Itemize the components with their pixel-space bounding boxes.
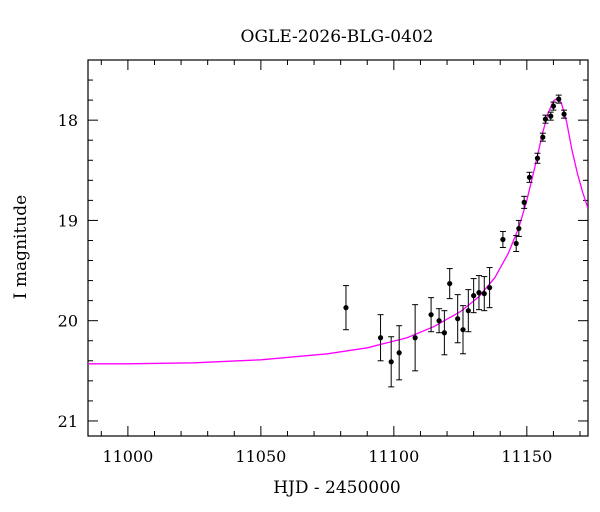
y-tick-label: 19 xyxy=(58,211,78,230)
data-point xyxy=(521,199,527,205)
data-point xyxy=(542,116,549,122)
y-tick-label: 18 xyxy=(58,111,78,130)
data-point xyxy=(540,134,546,140)
data-point xyxy=(550,103,557,109)
x-tick-label: 11000 xyxy=(102,447,153,466)
data-point xyxy=(388,359,394,365)
x-tick-label: 11150 xyxy=(501,447,552,466)
plot-frame xyxy=(87,59,589,437)
data-point xyxy=(436,318,442,324)
x-tick-label: 11050 xyxy=(235,447,286,466)
data-point xyxy=(412,335,418,341)
data-point xyxy=(343,305,349,311)
data-point xyxy=(471,293,477,299)
data-point xyxy=(455,316,461,322)
y-tick-label: 20 xyxy=(58,312,78,331)
data-point xyxy=(561,111,567,117)
data-point xyxy=(534,155,541,161)
data-point xyxy=(460,327,466,333)
data-point xyxy=(513,240,519,247)
data-point xyxy=(465,308,471,314)
data-point xyxy=(396,350,402,356)
chart-title: OGLE-2026-BLG-0402 xyxy=(241,27,434,47)
data-point xyxy=(481,291,487,297)
data-point xyxy=(476,290,482,296)
model-curve xyxy=(88,97,588,365)
data-point xyxy=(486,285,493,291)
x-axis-label: HJD - 2450000 xyxy=(273,478,401,498)
data-point xyxy=(526,174,533,180)
y-axis-label: I magnitude xyxy=(11,195,31,299)
data-point xyxy=(441,330,447,336)
data-point xyxy=(556,96,562,102)
x-tick-label: 11100 xyxy=(368,447,419,466)
data-point xyxy=(516,225,522,232)
data-point xyxy=(447,280,453,287)
data-point xyxy=(500,236,506,243)
data-point xyxy=(428,312,434,318)
plot-area: 11000 11050 11100 11150 18 19 20 21 xyxy=(58,59,589,466)
data-point xyxy=(377,335,384,341)
data-point xyxy=(548,113,554,119)
y-tick-label: 21 xyxy=(58,412,78,431)
